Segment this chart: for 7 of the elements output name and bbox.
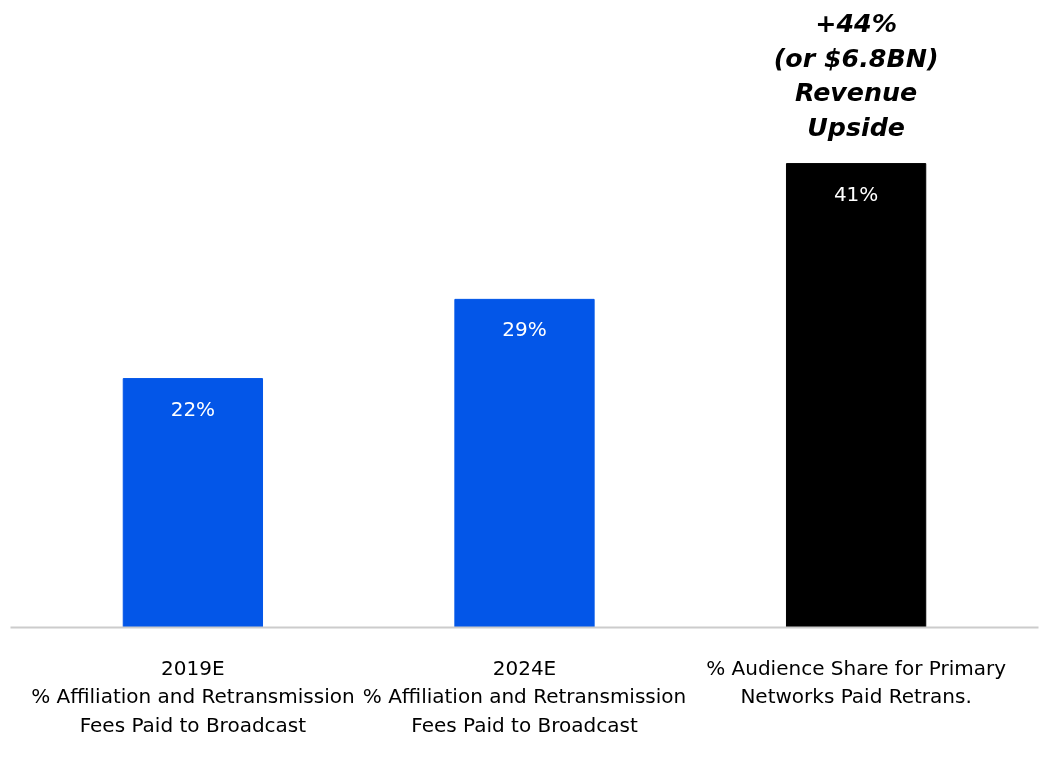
x-tick-label: 2019E % Affiliation and Retransmission Fees Paid to Broadcast xyxy=(31,655,355,738)
text: +44% (or $6.8BN) Revenue Upside xyxy=(773,8,939,142)
data-label: 41% xyxy=(833,181,879,206)
data-label: 29% xyxy=(502,317,547,342)
x-tick-label: 2024E % Affiliation and Retransmission Fees Paid to Broadcast xyxy=(362,655,687,738)
x-tick-label: % Audience Share for Primary Networks Paid Retrans. xyxy=(706,655,1007,709)
data-label: 22% xyxy=(170,396,216,421)
